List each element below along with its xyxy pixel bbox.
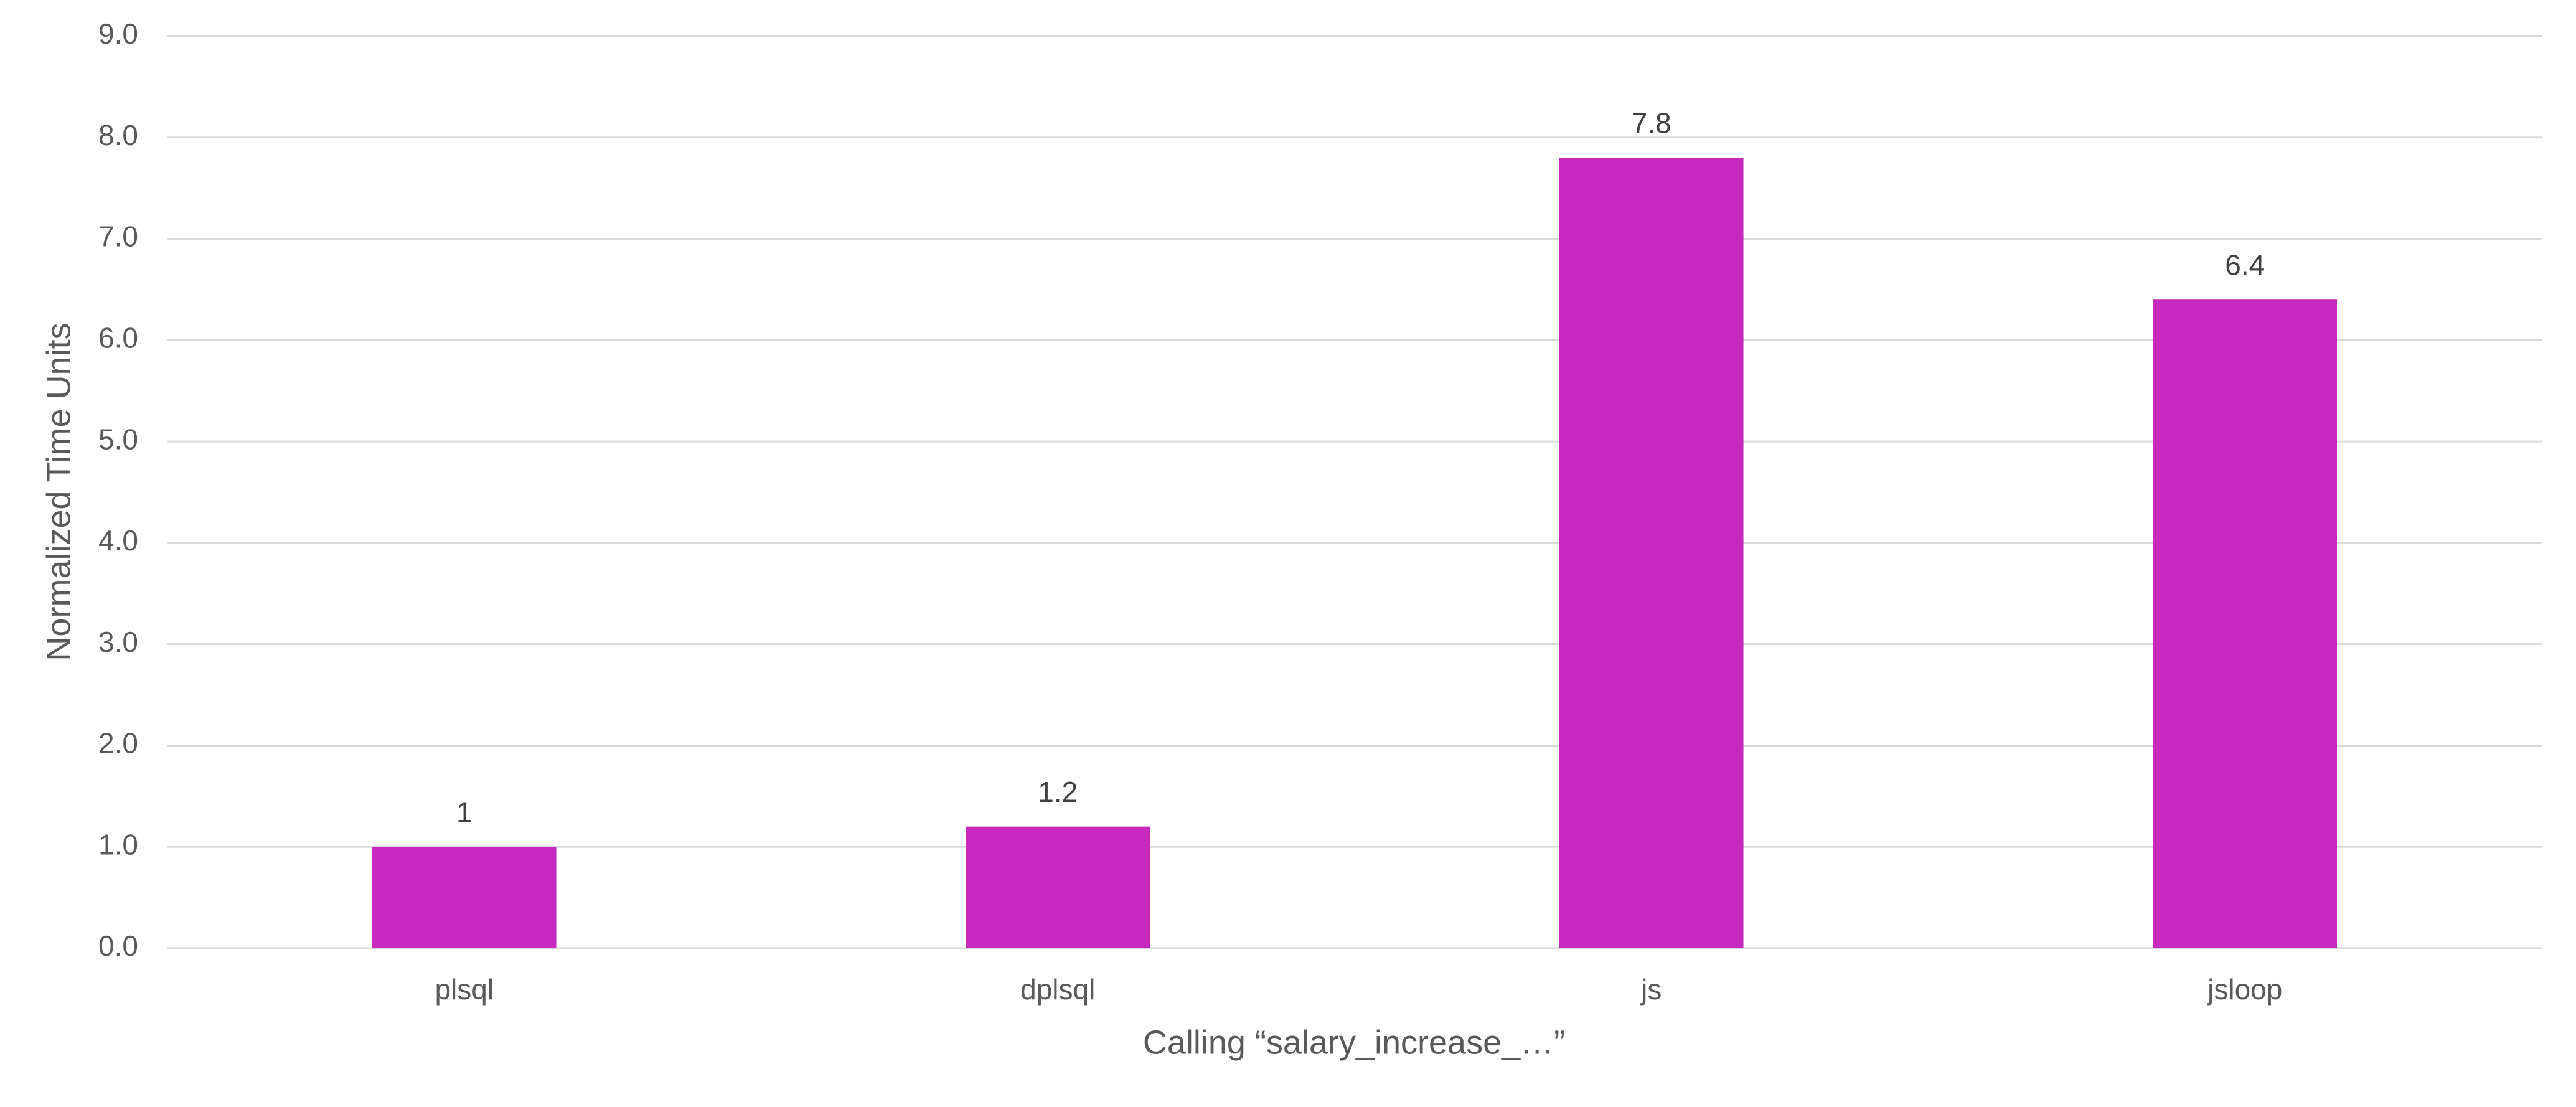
y-axis-title: Normalized Time Units — [40, 323, 77, 661]
x-axis-title: Calling “salary_increase_…” — [1143, 1024, 1565, 1061]
y-tick-label: 4.0 — [98, 524, 138, 557]
y-tick-label: 2.0 — [98, 727, 138, 760]
bar — [1559, 158, 1744, 948]
value-label: 1 — [456, 796, 472, 828]
y-tick-label: 0.0 — [98, 930, 138, 962]
y-tick-label: 8.0 — [98, 119, 138, 151]
x-tick-label: dplsql — [1020, 973, 1095, 1006]
bar — [966, 826, 1150, 948]
x-tick-label: jsloop — [2206, 973, 2282, 1006]
y-tick-label: 6.0 — [98, 321, 138, 354]
bar — [2153, 299, 2338, 949]
y-tick-label: 3.0 — [98, 626, 138, 658]
value-label: 6.4 — [2225, 248, 2265, 281]
y-tick-label: 1.0 — [98, 828, 138, 860]
y-tick-label: 9.0 — [98, 17, 138, 50]
value-label: 1.2 — [1038, 776, 1078, 808]
x-tick-label: js — [1640, 973, 1662, 1006]
value-label: 7.8 — [1632, 106, 1671, 139]
bar — [372, 847, 557, 948]
x-tick-label: plsql — [435, 973, 494, 1006]
y-tick-label: 7.0 — [98, 220, 138, 253]
y-tick-label: 5.0 — [98, 423, 138, 455]
